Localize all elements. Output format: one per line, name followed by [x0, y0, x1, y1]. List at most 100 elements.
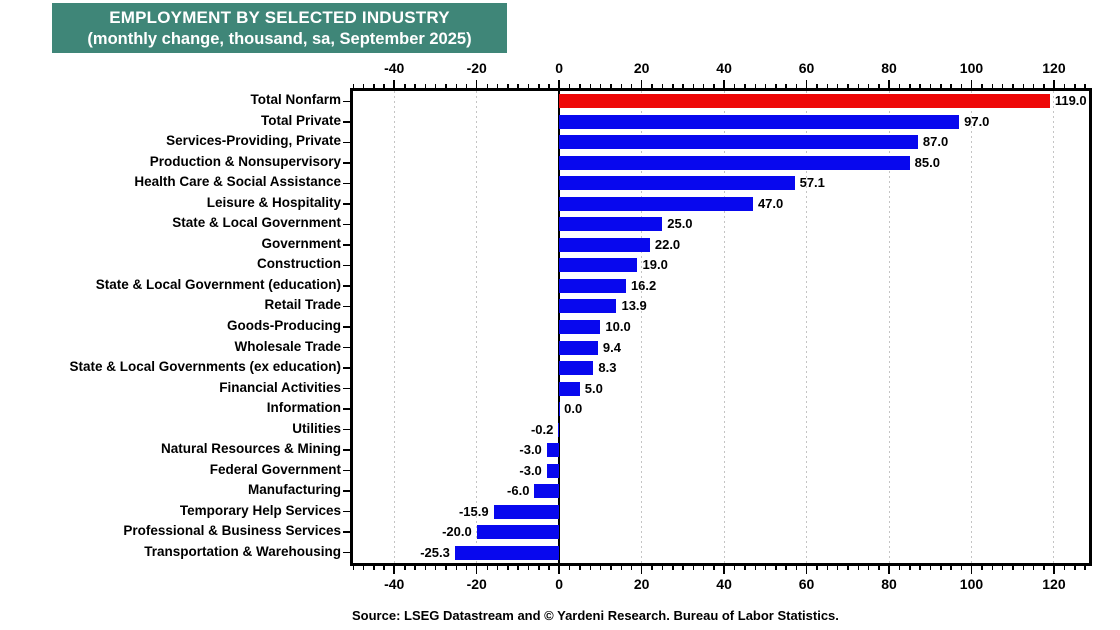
category-tick-18: [343, 469, 350, 472]
bar-2: [559, 135, 918, 150]
minor-tick: [661, 566, 664, 570]
minor-tick: [496, 566, 499, 570]
category-label-18: Federal Government: [209, 461, 341, 477]
minor-tick: [517, 566, 519, 570]
bar-0: [559, 94, 1050, 109]
category-tick-2: [343, 141, 350, 144]
minor-tick: [404, 84, 406, 88]
minor-tick: [775, 84, 777, 88]
minor-tick: [1001, 84, 1004, 88]
category-label-15: Information: [266, 400, 341, 416]
minor-tick: [878, 566, 880, 570]
minor-tick: [599, 566, 602, 570]
minor-tick: [1063, 84, 1066, 88]
minor-tick: [404, 566, 406, 570]
bar-value-21: -20.0: [442, 524, 472, 540]
category-tick-4: [343, 182, 350, 185]
category-label-4: Health Care & Social Assistance: [134, 174, 341, 190]
tick-label-60: 60: [798, 576, 815, 592]
minor-tick: [507, 566, 509, 570]
minor-tick: [991, 566, 994, 570]
major-tick--20: [475, 80, 478, 88]
minor-tick: [1074, 566, 1076, 570]
minor-tick: [764, 84, 767, 88]
bar-value-14: 5.0: [584, 380, 603, 396]
category-label-20: Temporary Help Services: [179, 502, 341, 518]
minor-tick: [1043, 84, 1045, 88]
major-tick-100: [970, 80, 973, 88]
source-attribution: Source: LSEG Datastream and © Yardeni Re…: [352, 608, 839, 623]
gridline-120: [1053, 91, 1055, 563]
minor-tick: [878, 84, 880, 88]
minor-tick: [867, 566, 870, 570]
category-label-8: Construction: [257, 256, 341, 272]
minor-tick: [867, 84, 870, 88]
category-tick-5: [343, 203, 350, 205]
bar-value-1: 97.0: [964, 113, 990, 129]
minor-tick: [383, 566, 385, 570]
category-label-21: Professional & Business Services: [123, 523, 341, 539]
category-tick-16: [343, 428, 350, 431]
minor-tick: [630, 84, 633, 88]
minor-tick: [991, 84, 994, 88]
bar-7: [559, 237, 650, 252]
category-tick-14: [343, 387, 350, 390]
category-label-19: Manufacturing: [248, 482, 341, 498]
minor-tick: [672, 566, 674, 570]
bar-3: [559, 155, 910, 170]
minor-tick: [352, 84, 354, 88]
minor-tick: [465, 84, 468, 88]
category-label-11: Goods-Producing: [227, 318, 341, 333]
category-label-16: Utilities: [292, 420, 341, 436]
minor-tick: [775, 566, 777, 570]
bar-value-13: 8.3: [598, 360, 617, 376]
minor-tick: [1084, 84, 1086, 88]
tick-label-100: 100: [959, 60, 984, 76]
bar-16: [558, 422, 560, 437]
x-axis-bottom: -40 -20 0 20 40 60 80 100 120: [350, 566, 1092, 606]
minor-tick: [816, 566, 818, 570]
minor-tick: [826, 566, 829, 570]
gridline-80: [888, 91, 890, 563]
minor-tick: [713, 566, 715, 570]
bar-21: [476, 525, 560, 540]
category-label-12: Wholesale Trade: [234, 338, 341, 354]
minor-tick: [733, 84, 736, 88]
x-axis-top: -40 -20 0 20 40 60 80 100 120: [350, 0, 1092, 88]
minor-tick: [486, 566, 488, 570]
chart-title-banner: EMPLOYMENT BY SELECTED INDUSTRY (monthly…: [52, 3, 507, 53]
bar-value-5: 47.0: [757, 195, 784, 211]
category-label-22: Transportation & Warehousing: [144, 543, 341, 559]
minor-tick: [362, 566, 365, 570]
minor-tick: [1012, 84, 1014, 88]
minor-tick: [527, 84, 530, 88]
minor-tick: [517, 84, 519, 88]
category-label-14: Financial Activities: [219, 379, 341, 395]
minor-tick: [589, 566, 592, 570]
minor-tick: [455, 566, 458, 570]
minor-tick: [599, 84, 602, 88]
category-tick-10: [343, 305, 350, 308]
major-tick-40: [723, 566, 725, 574]
tick-label-0: 0: [555, 60, 564, 76]
bar-value-8: 19.0: [642, 257, 668, 273]
minor-tick: [465, 566, 468, 570]
minor-tick: [445, 84, 447, 88]
category-tick-19: [343, 490, 350, 492]
tick-label--40: -40: [384, 576, 405, 592]
minor-tick: [940, 566, 942, 570]
minor-tick: [898, 566, 901, 570]
minor-tick: [898, 84, 901, 88]
minor-tick: [764, 566, 767, 570]
minor-tick: [909, 566, 911, 570]
bar-value-11: 10.0: [605, 319, 631, 334]
minor-tick: [795, 566, 798, 570]
major-tick-20: [640, 566, 643, 574]
tick-label-40: 40: [716, 576, 732, 592]
major-tick-40: [723, 80, 725, 88]
bar-18: [546, 463, 560, 478]
minor-tick: [1063, 566, 1066, 570]
category-tick-0: [343, 100, 350, 102]
bar-10: [559, 299, 617, 314]
bar-value-18: -3.0: [519, 462, 542, 478]
